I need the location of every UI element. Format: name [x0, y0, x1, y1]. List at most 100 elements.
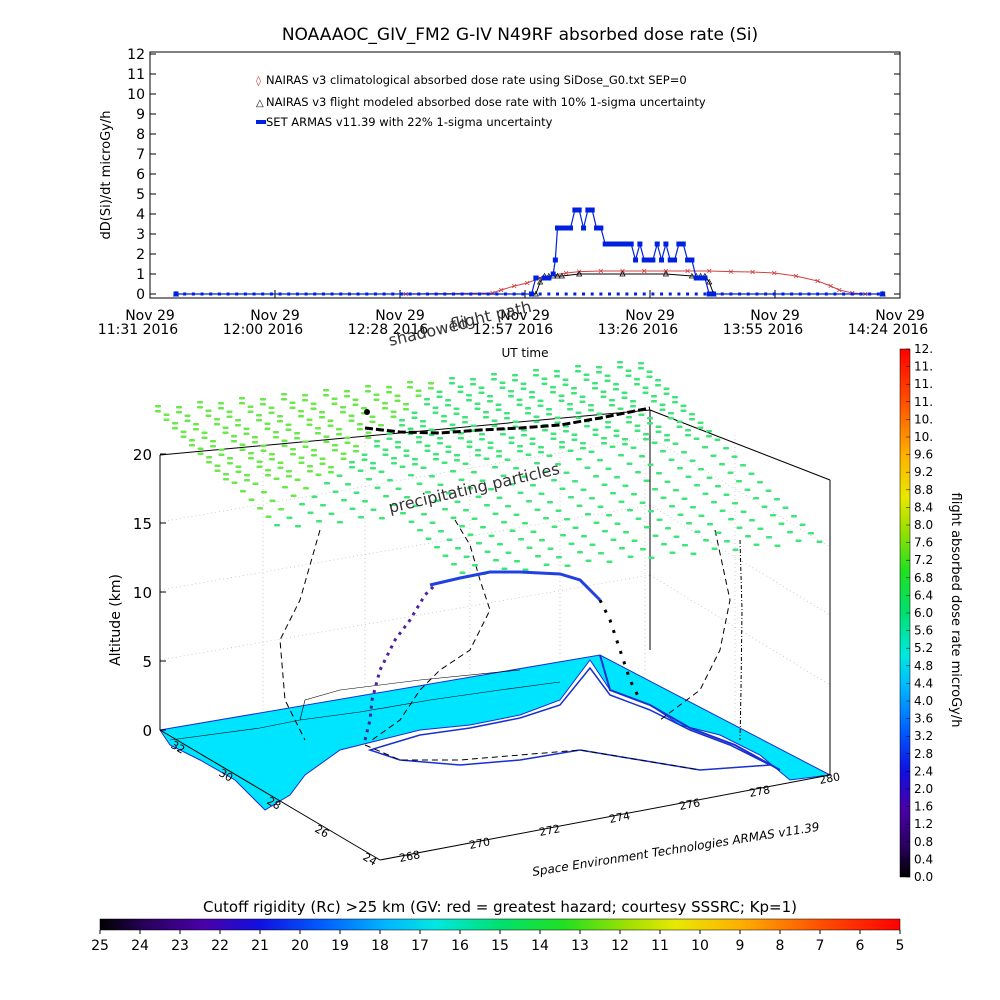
legend-label-climatological: NAIRAS v3 climatological absorbed dose r…: [266, 73, 687, 87]
rigidity-cell: [655, 425, 662, 428]
rigidity-cell: [206, 456, 212, 459]
armas-baseline-point: [434, 292, 438, 296]
rigidity-cell: [546, 454, 553, 457]
rigidity-cell: [386, 437, 393, 440]
armas-baseline-point: [321, 292, 325, 296]
top-ytick-label: 0: [136, 287, 145, 303]
rigidity-cell: [493, 559, 499, 562]
rigidity-cell: [499, 386, 506, 389]
rigidity-cell: [264, 422, 271, 425]
rigidity-cell: [661, 543, 667, 546]
rigidity-cell: [526, 546, 533, 549]
armas-baseline-point: [590, 292, 594, 296]
armas-point: [706, 291, 712, 297]
rigidity-cell: [475, 454, 481, 457]
rigidity-cell: [546, 408, 552, 411]
rigidity-cell: [740, 464, 746, 467]
rigidity-cell: [274, 524, 280, 527]
rigidity-cell: [471, 471, 477, 474]
rigidity-cell: [434, 546, 440, 549]
rigidity-cell: [436, 395, 443, 398]
rigidity-cell: [248, 452, 254, 455]
armas-baseline-point: [200, 292, 204, 296]
armas-point: [555, 225, 561, 231]
rigidity-cell: [269, 458, 275, 461]
rigidity-cell: [774, 498, 780, 501]
rigidity-cell: [483, 457, 490, 460]
rigidity-cell: [450, 516, 457, 519]
rigidity-cell: [252, 436, 258, 439]
rigidity-cell: [665, 527, 671, 530]
rigidity-cell: [644, 526, 650, 529]
top-ytick-label: 10: [127, 87, 145, 103]
top-xtick-time: 14:24 2016: [848, 322, 929, 338]
right-colorbar-tick-label: 8.0: [914, 518, 933, 532]
rigidity-cell: [613, 429, 620, 432]
rigidity-cell: [554, 375, 560, 378]
top-y-axis-label: dD(Si)/dt microGy/h: [99, 111, 114, 240]
armas-point: [576, 207, 582, 213]
top-ytick-label: 12: [127, 47, 145, 63]
rigidity-cell: [231, 481, 238, 484]
rigidity-cell: [180, 430, 187, 433]
armas-point: [685, 257, 691, 263]
rigidity-cell: [243, 427, 250, 430]
rigidity-cell: [655, 430, 662, 433]
rigidity-cell: [235, 470, 242, 473]
rigidity-cell: [420, 466, 427, 469]
rigidity-cell: [265, 515, 272, 518]
rigidity-cell: [463, 509, 469, 512]
rigidity-cell: [260, 403, 266, 406]
rigidity-cell: [306, 418, 313, 421]
rigidity-cell: [298, 415, 304, 418]
top-xtick-time: 12:00 2016: [223, 322, 304, 338]
rigidity-cell: [685, 429, 691, 432]
bottom-colorbar-tick-label: 24: [131, 938, 149, 954]
rigidity-cell: [433, 453, 439, 456]
armas-baseline-point: [729, 292, 733, 296]
legend: ◊ NAIRAS v3 climatological absorbed dose…: [256, 73, 706, 129]
rigidity-cell: [269, 499, 276, 502]
rigidity-cell: [231, 435, 237, 438]
rigidity-cell: [416, 436, 422, 439]
rigidity-cell: [399, 465, 406, 468]
rigidity-cell: [715, 531, 722, 534]
rigidity-cell: [373, 398, 380, 401]
rigidity-cell: [689, 459, 696, 462]
rigidity-cell: [690, 506, 696, 509]
rigidity-cell: [488, 534, 495, 537]
rigidity-cell: [537, 399, 544, 402]
rigidity-cell: [584, 466, 591, 469]
rigidity-cell: [668, 458, 675, 461]
climatological-point: [828, 283, 833, 289]
rigidity-cell: [268, 406, 275, 409]
rigidity-cell: [634, 378, 640, 381]
armas-point: [581, 225, 587, 231]
rigidity-cell: [766, 536, 772, 539]
rigidity-cell: [555, 509, 562, 512]
rigidity-cell: [331, 402, 338, 405]
rigidity-cell: [428, 382, 434, 385]
rigidity-cell: [529, 437, 536, 440]
rigidity-cell: [323, 435, 330, 438]
armas-point: [589, 207, 595, 213]
rigidity-cell: [630, 405, 636, 408]
rigidity-cell: [526, 500, 532, 503]
rigidity-cell: [572, 526, 579, 529]
armas-baseline-point: [451, 292, 455, 296]
armas-baseline-point: [833, 292, 837, 296]
rigidity-cell: [492, 512, 499, 515]
right-colorbar-tick-label: 1.6: [914, 800, 933, 814]
rigidity-cell: [403, 454, 410, 457]
rigidity-cell: [609, 404, 615, 407]
armas-baseline-point: [807, 292, 811, 296]
longitude-tick-label: 274: [608, 809, 631, 826]
rigidity-cell: [571, 392, 577, 395]
rigidity-cell: [298, 456, 305, 459]
rigidity-cell: [424, 403, 430, 406]
right-colorbar-tick-label: 2.4: [914, 764, 933, 778]
rigidity-cell: [344, 390, 350, 393]
rigidity-cell: [466, 394, 472, 397]
armas-point: [602, 241, 608, 247]
rigidity-cell: [551, 525, 558, 528]
